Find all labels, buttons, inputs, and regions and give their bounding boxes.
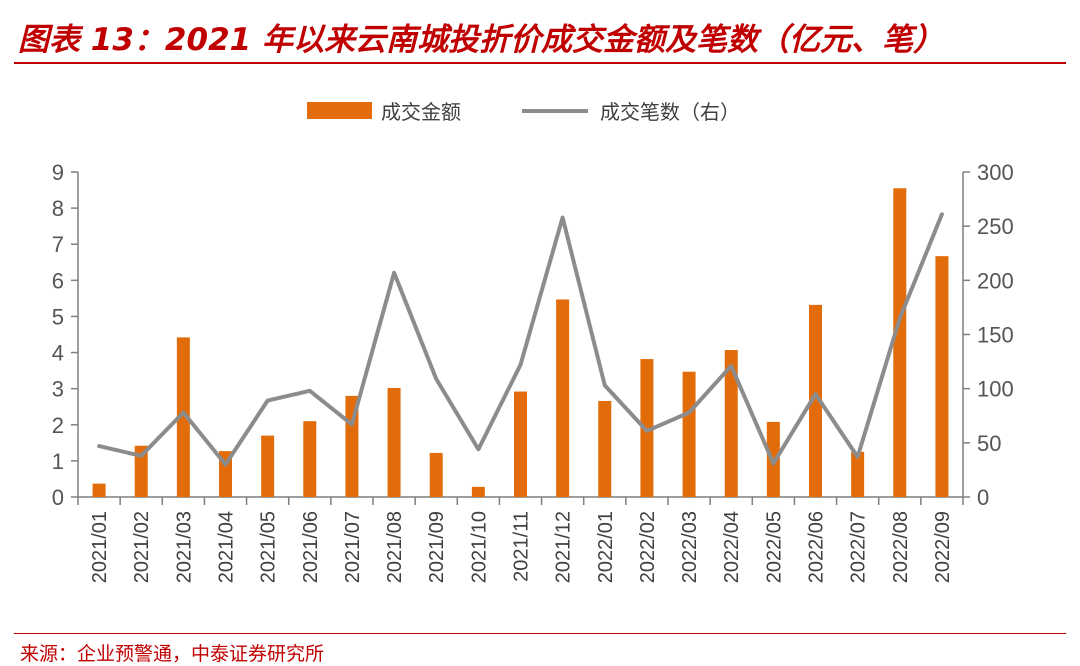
legend-swatch-bar [307, 102, 372, 119]
bar [556, 299, 569, 497]
x-tick-label: 2021/04 [216, 511, 238, 583]
x-tick-label: 2021/09 [426, 511, 448, 583]
x-axis-labels: 2021/01 2021/02 2021/03 2021/04 2021/05 2021/… [89, 511, 954, 583]
x-tick-label: 2022/01 [595, 511, 617, 583]
right-y-tick-label: 250 [977, 214, 1014, 239]
chart-legend: 成交金额 成交笔数（右） [307, 100, 740, 124]
right-y-tick-label: 150 [977, 323, 1014, 348]
bar [598, 401, 611, 497]
x-tick-label: 2022/06 [806, 511, 828, 583]
left-y-tick-label: 2 [52, 413, 64, 438]
left-y-tick-label: 5 [52, 304, 64, 329]
x-tick-label: 2021/08 [384, 511, 406, 583]
chart-axes: 0 1 2 3 4 5 6 7 8 9 0 50 100 150 200 250 300 [52, 160, 1014, 510]
x-tick-label: 2021/11 [511, 511, 533, 582]
right-y-tick-label: 100 [977, 377, 1014, 402]
x-tick-label: 2021/01 [89, 511, 111, 583]
x-tick-label: 2022/03 [679, 511, 701, 583]
left-y-tick-label: 3 [52, 377, 64, 402]
footer-divider [14, 633, 1066, 634]
left-y-tick-label: 9 [52, 160, 64, 185]
right-y-tick-label: 300 [977, 160, 1014, 185]
x-tick-label: 2021/12 [553, 511, 575, 583]
left-y-tick-label: 8 [52, 196, 64, 221]
bar [893, 188, 906, 497]
bar [430, 453, 443, 497]
x-tick-label: 2022/04 [721, 511, 743, 583]
bar [93, 484, 106, 497]
source-note: 来源：企业预警通，中泰证券研究所 [20, 639, 324, 666]
x-tick-label: 2021/07 [342, 511, 364, 583]
right-y-tick-label: 0 [977, 485, 989, 510]
legend-label-line: 成交笔数（右） [600, 100, 740, 124]
right-y-tick-label: 50 [977, 431, 1001, 456]
left-y-tick-label: 4 [52, 341, 64, 366]
x-tick-label: 2021/05 [258, 511, 280, 583]
left-y-tick-label: 6 [52, 268, 64, 293]
x-tick-label: 2022/09 [932, 511, 954, 583]
x-tick-label: 2022/08 [890, 511, 912, 583]
bar-series [93, 188, 949, 497]
left-y-tick-label: 0 [52, 485, 64, 510]
x-tick-label: 2022/07 [848, 511, 870, 583]
left-y-tick-label: 1 [52, 449, 64, 474]
x-tick-label: 2022/05 [763, 511, 785, 583]
x-tick-label: 2021/10 [468, 511, 490, 583]
left-y-tick-label: 7 [52, 232, 64, 257]
x-tick-label: 2021/02 [131, 511, 153, 583]
bar [261, 436, 274, 497]
bar [514, 392, 527, 497]
bar [935, 256, 948, 497]
legend-label-bar: 成交金额 [381, 100, 461, 124]
bar [388, 388, 401, 497]
x-tick-label: 2021/03 [173, 511, 195, 583]
bar [472, 487, 485, 497]
x-tick-label: 2022/02 [637, 511, 659, 583]
bar [683, 372, 696, 497]
right-y-tick-label: 200 [977, 268, 1014, 293]
bar [303, 421, 316, 497]
x-tick-label: 2021/06 [300, 511, 322, 583]
